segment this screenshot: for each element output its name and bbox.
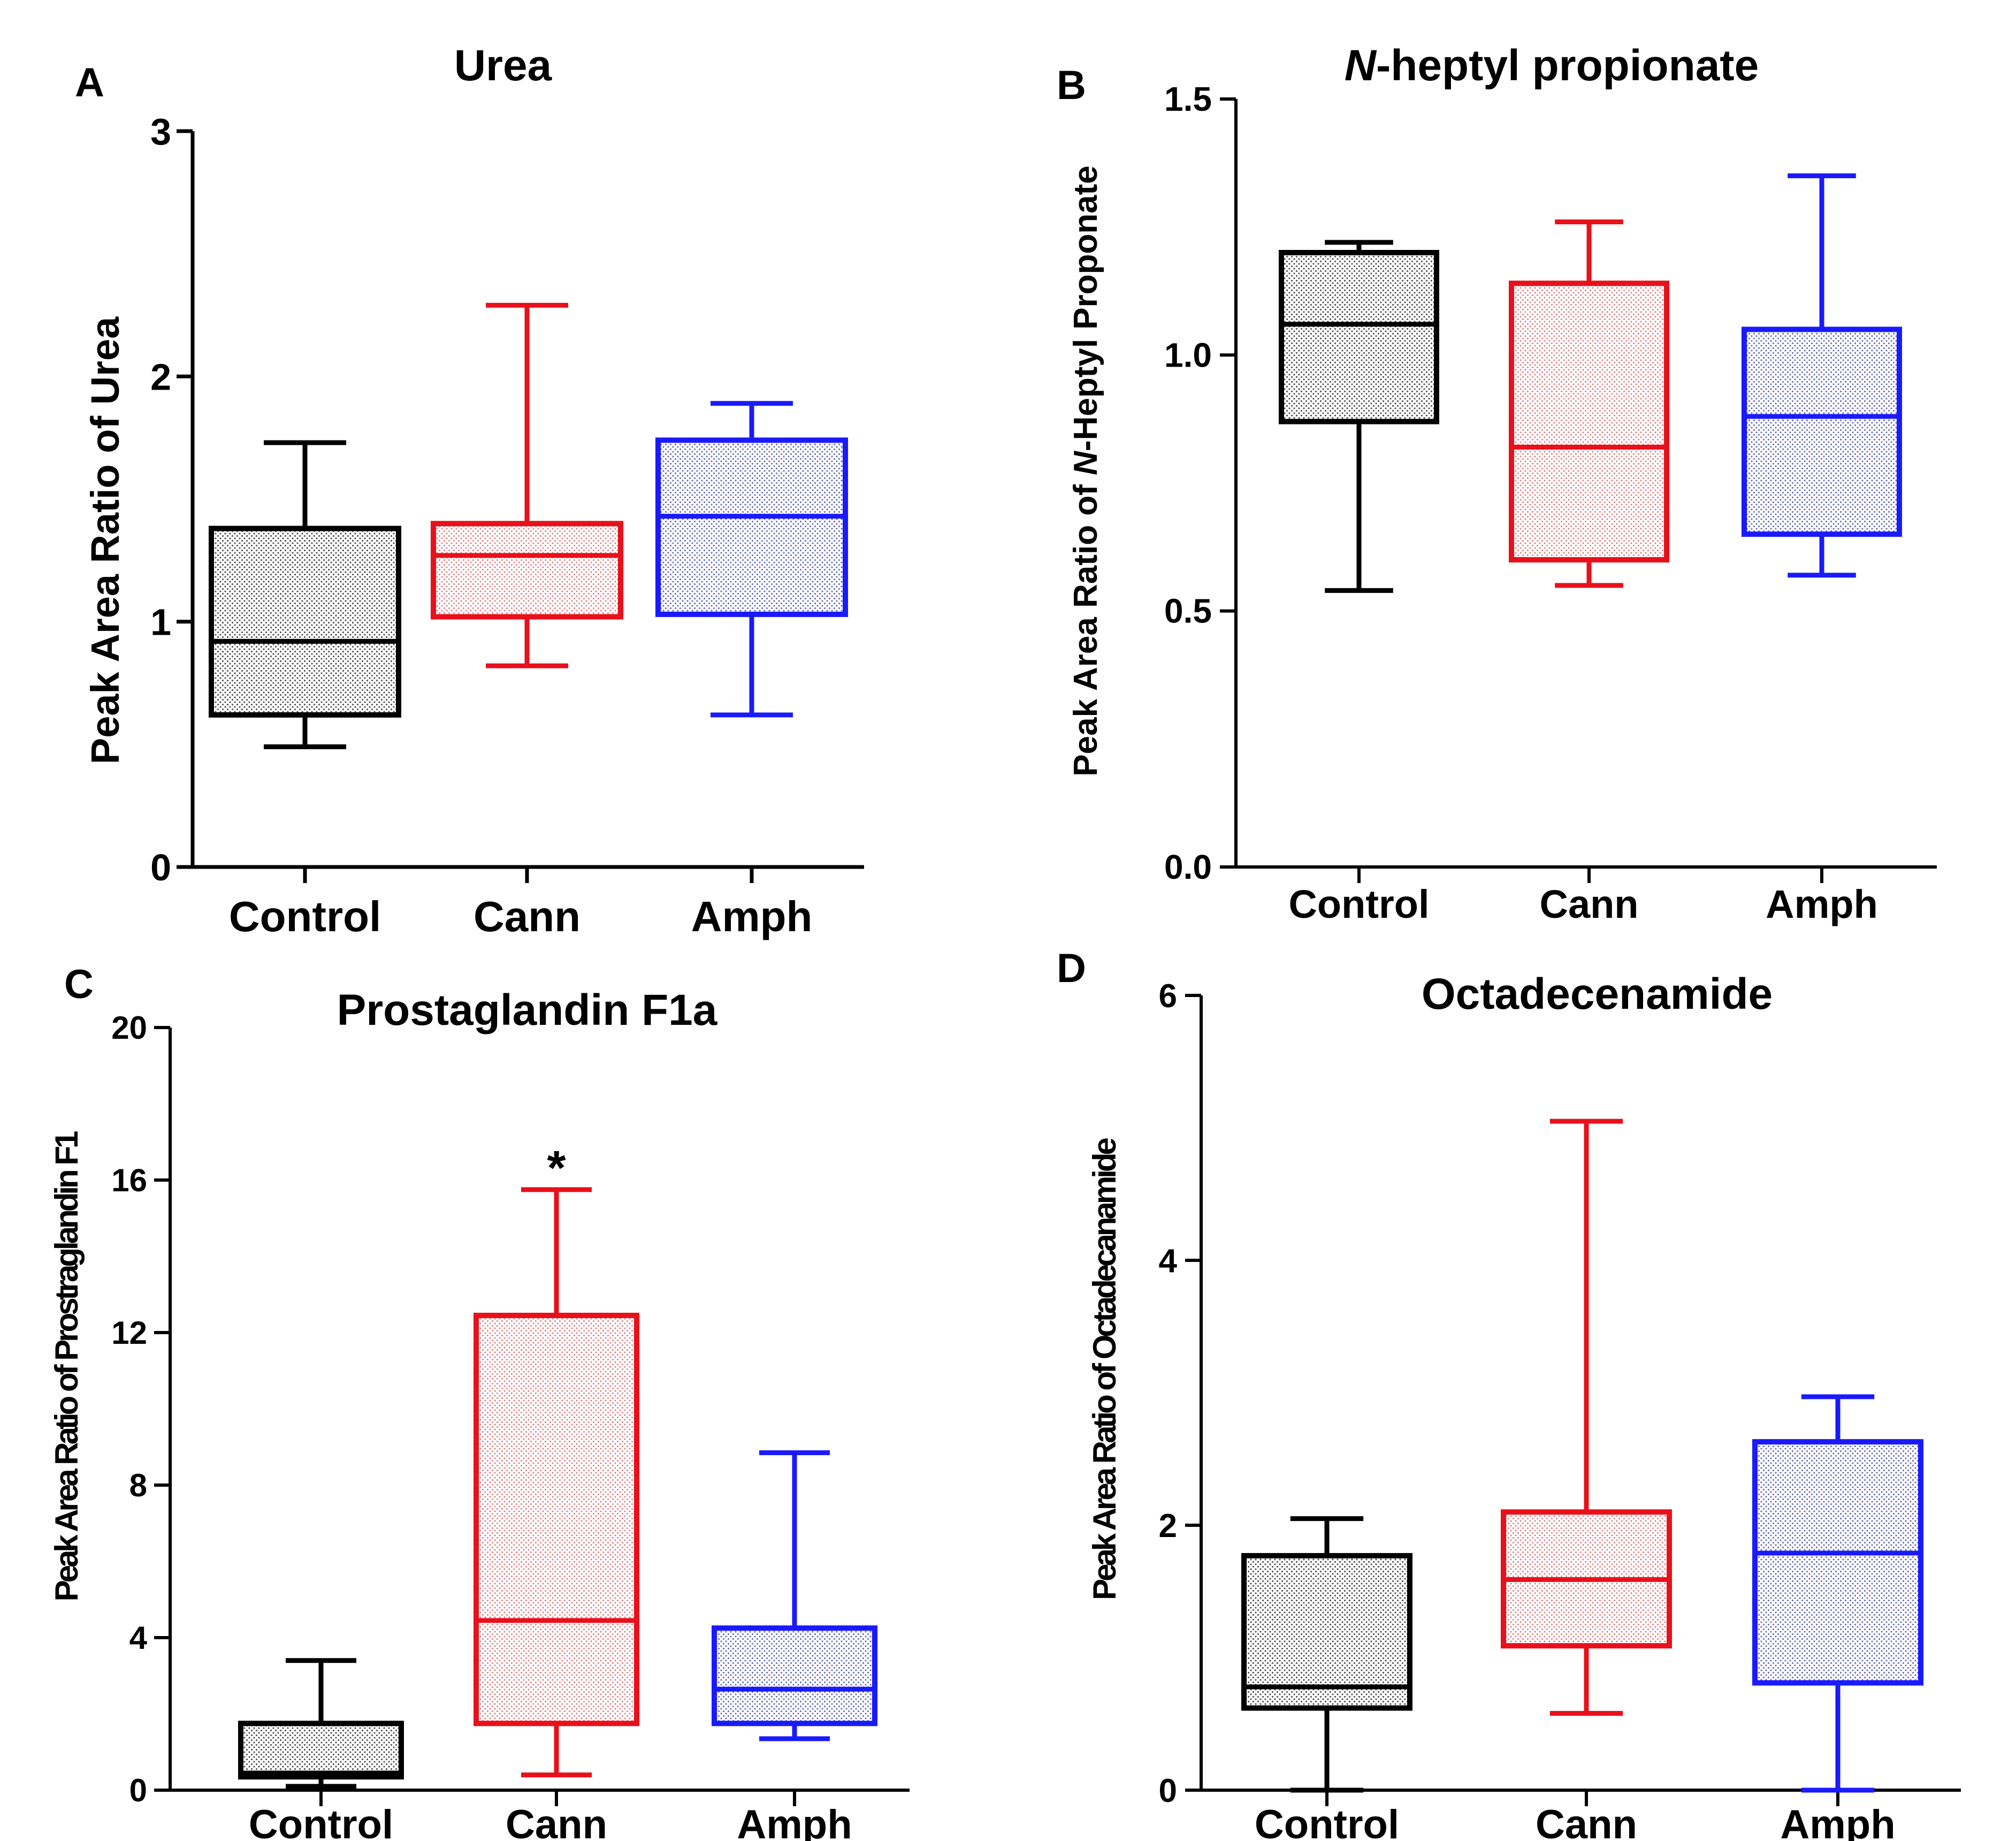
- panel-a-box-amph: [655, 401, 848, 718]
- panel-c-y-tick-label: 4: [129, 1620, 148, 1656]
- panel-d-y-tick-label: 2: [1159, 1508, 1177, 1545]
- panel-d-category-label: Amph: [1780, 1802, 1895, 1841]
- panel-a-box-cann: [431, 302, 623, 668]
- panel-c-y-tick-label: 16: [111, 1162, 147, 1198]
- iqr-box: [1279, 250, 1439, 424]
- panel-b-box-amph: [1742, 173, 1902, 578]
- panel-a-y-tick-label: 3: [150, 111, 171, 153]
- panel-b-title: N-heptyl propionate: [1345, 41, 1759, 90]
- panel-a: A Urea Peak Area Ratio of Urea 0 1 2 3 Contr…: [75, 41, 864, 940]
- iqr-box: [1509, 280, 1669, 562]
- panel-c-letter: C: [64, 962, 94, 1007]
- panel-d-plot: 0 2 4 6 Control Cann Amph: [1159, 978, 1961, 1841]
- panel-b-letter: B: [1057, 63, 1086, 108]
- panel-d-box-amph: [1752, 1394, 1923, 1793]
- panel-c-y-tick-label: 20: [111, 1010, 147, 1046]
- panel-d-category-label: Control: [1255, 1802, 1399, 1841]
- panel-b-ylabel-pre: Peak Area Ratio of: [1067, 475, 1104, 777]
- panel-b: B N-heptyl propionate Peak Area Ratio of…: [1057, 41, 1937, 926]
- panel-b-box-control: [1279, 240, 1439, 593]
- panel-a-letter: A: [75, 60, 104, 105]
- panel-b-y-tick-label: 0.5: [1164, 592, 1212, 630]
- panel-a-category-label: Amph: [691, 893, 813, 940]
- panel-a-y-tick-label: 0: [150, 847, 171, 888]
- panel-b-y-tick-label: 0.0: [1164, 848, 1212, 886]
- panel-a-category-label: Control: [229, 893, 381, 940]
- panel-d-y-tick-label: 6: [1159, 978, 1177, 1015]
- panel-c-significance-star: *: [547, 1142, 566, 1195]
- panel-c-ylabel: Peak Area Ratio of Prostraglandin F1: [49, 1131, 85, 1601]
- iqr-box: [712, 1625, 877, 1726]
- panel-d-category-label: Cann: [1536, 1802, 1637, 1841]
- iqr-box: [655, 437, 848, 617]
- panel-b-category-label: Control: [1288, 882, 1429, 926]
- iqr-box: [474, 1312, 639, 1726]
- panel-d-y-tick-label: 0: [1159, 1772, 1177, 1809]
- iqr-box: [1742, 326, 1902, 537]
- panel-d-ylabel: Peak Area Ratio of Octadecanamide: [1087, 1138, 1122, 1600]
- panel-b-ylabel: Peak Area Ratio of N-Heptyl Proponate: [1067, 165, 1104, 777]
- panel-c-y-tick-label: 0: [129, 1772, 147, 1808]
- iqr-box: [238, 1721, 404, 1780]
- panel-b-plot: 0.0 0.5 1.0 1.5 Control Cann Amph: [1164, 80, 1937, 926]
- panel-d-title: Octadecenamide: [1422, 970, 1773, 1018]
- panel-d-box-control: [1241, 1516, 1412, 1793]
- panel-c-box-cann: [474, 1187, 639, 1777]
- panel-d-y-tick-label: 4: [1159, 1243, 1178, 1280]
- panel-a-category-label: Cann: [474, 893, 581, 940]
- panel-b-ylabel-post: -Heptyl Proponate: [1067, 165, 1104, 451]
- panel-b-title-italic: N: [1345, 41, 1377, 90]
- panel-b-box-cann: [1509, 219, 1669, 588]
- iqr-box: [1752, 1439, 1923, 1686]
- iqr-box: [209, 526, 401, 718]
- panel-d-box-cann: [1501, 1119, 1672, 1716]
- panel-b-ylabel-italic: N: [1067, 451, 1104, 475]
- panel-d: D Octadecenamide Peak Area Ratio of Octa…: [1057, 946, 1961, 1841]
- panel-c-category-label: Cann: [506, 1802, 607, 1841]
- panel-c-y-tick-label: 12: [111, 1315, 147, 1351]
- panel-b-category-label: Amph: [1766, 882, 1878, 926]
- panel-b-y-tick-label: 1.5: [1164, 80, 1212, 118]
- panel-c-plot: 0 4 8 12 16 20 Control Cann Amph *: [111, 1010, 910, 1841]
- panel-d-letter: D: [1057, 946, 1086, 991]
- panel-c-box-amph: [712, 1450, 877, 1741]
- iqr-box: [431, 521, 623, 620]
- panel-b-y-tick-label: 1.0: [1164, 336, 1212, 374]
- panel-a-y-tick-label: 1: [150, 602, 171, 643]
- panel-a-title: Urea: [454, 41, 553, 90]
- panel-c-category-label: Control: [249, 1802, 393, 1841]
- iqr-box: [1241, 1553, 1412, 1711]
- panel-c-box-control: [238, 1658, 404, 1789]
- panel-c-y-tick-label: 8: [129, 1467, 147, 1503]
- panel-a-y-tick-label: 2: [150, 356, 171, 398]
- panel-c: C Prostaglandin F1a Peak Area Ratio of P…: [49, 962, 910, 1841]
- panel-a-box-control: [209, 440, 401, 749]
- panel-c-category-label: Amph: [737, 1802, 852, 1841]
- panel-a-ylabel: Peak Area Ratio of Urea: [83, 316, 127, 764]
- panel-b-title-rest: -heptyl propionate: [1376, 41, 1759, 90]
- panel-c-title: Prostaglandin F1a: [337, 986, 718, 1034]
- panel-a-plot: 0 1 2 3 Control Cann Amph: [150, 111, 864, 940]
- panel-b-category-label: Cann: [1540, 882, 1639, 926]
